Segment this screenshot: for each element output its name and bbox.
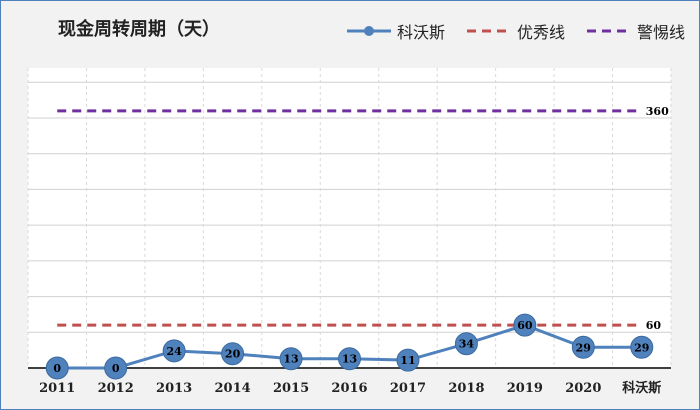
legend-item-series-0: 科沃斯 [346,19,445,43]
data-point [630,335,654,359]
legend-label-series-1: 优秀线 [516,23,565,42]
data-label: 0 [53,362,61,375]
data-label: 34 [459,338,475,351]
legend-item-series-1: 优秀线 [466,19,565,43]
x-tick-label: 2015 [273,381,309,396]
legend-dashed-line-icon [586,29,631,33]
legend-item-series-2: 警惕线 [586,19,685,43]
x-tick-label: 2014 [214,381,250,396]
x-tick-label: 2011 [39,381,75,396]
data-label: 20 [225,348,241,361]
data-point [571,335,595,359]
data-label: 13 [342,353,357,366]
data-label: 13 [283,353,298,366]
data-label: 11 [400,354,415,367]
x-tick-label: 2013 [156,381,192,396]
x-tick-label: 2012 [98,381,134,396]
data-point [162,339,186,363]
data-label: 29 [576,341,591,354]
data-point [279,347,303,371]
data-point [104,356,128,380]
series-end-label: 60 [646,319,662,332]
data-point [221,342,245,366]
x-tick-label: 2018 [448,381,484,396]
chart-legend: 科沃斯 优秀线 警惕线 [346,19,685,43]
legend-marker-line-icon [346,26,391,36]
x-tick-label: 2019 [507,381,543,396]
data-point [338,347,361,371]
legend-label-series-2: 警惕线 [636,23,685,42]
legend-label-series-0: 科沃斯 [396,23,445,42]
data-label: 0 [112,362,120,375]
data-point [396,348,420,372]
x-tick-label: 2020 [565,381,601,396]
data-point [45,356,69,380]
data-label: 24 [166,345,182,358]
chart-title: 现金周转周期（天） [58,19,220,40]
data-label: 29 [634,341,649,354]
data-point [513,313,537,337]
x-tick-label: 科沃斯 [622,380,661,396]
data-label: 60 [517,319,533,332]
data-point [454,332,478,356]
x-tick-label: 2016 [331,381,367,396]
x-tick-label: 2017 [390,381,426,396]
plot-background [28,68,671,368]
series-end-label: 360 [646,105,669,118]
legend-dashed-line-icon [466,29,511,33]
